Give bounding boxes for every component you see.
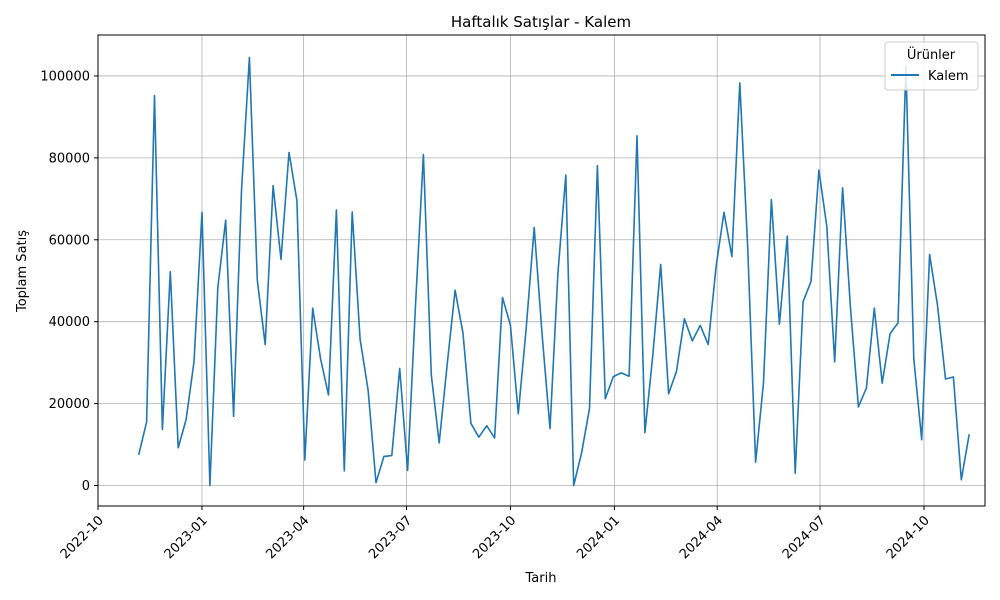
legend: Ürünler Kalem [884,41,979,91]
chart-title: Haftalık Satışlar - Kalem [451,13,631,31]
y-axis-ticks: 0 20000 40000 60000 80000 100000 [40,69,98,494]
grid-lines [97,35,985,506]
y-axis-label: Toplam Satış [15,230,30,313]
x-axis-label: Tarih [525,571,557,586]
y-tick-label: 80000 [49,151,90,166]
y-tick-label: 100000 [40,69,90,84]
series-layer [137,56,970,487]
y-tick-label: 0 [82,479,90,494]
series-line-kalem [137,56,970,487]
y-tick-label: 60000 [49,233,90,248]
legend-box [884,41,979,91]
legend-title: Ürünler [907,46,956,63]
legend-label-kalem: Kalem [928,69,969,84]
y-tick-label: 40000 [49,315,90,330]
plot-frame [97,34,986,507]
y-tick-label: 20000 [49,397,90,412]
